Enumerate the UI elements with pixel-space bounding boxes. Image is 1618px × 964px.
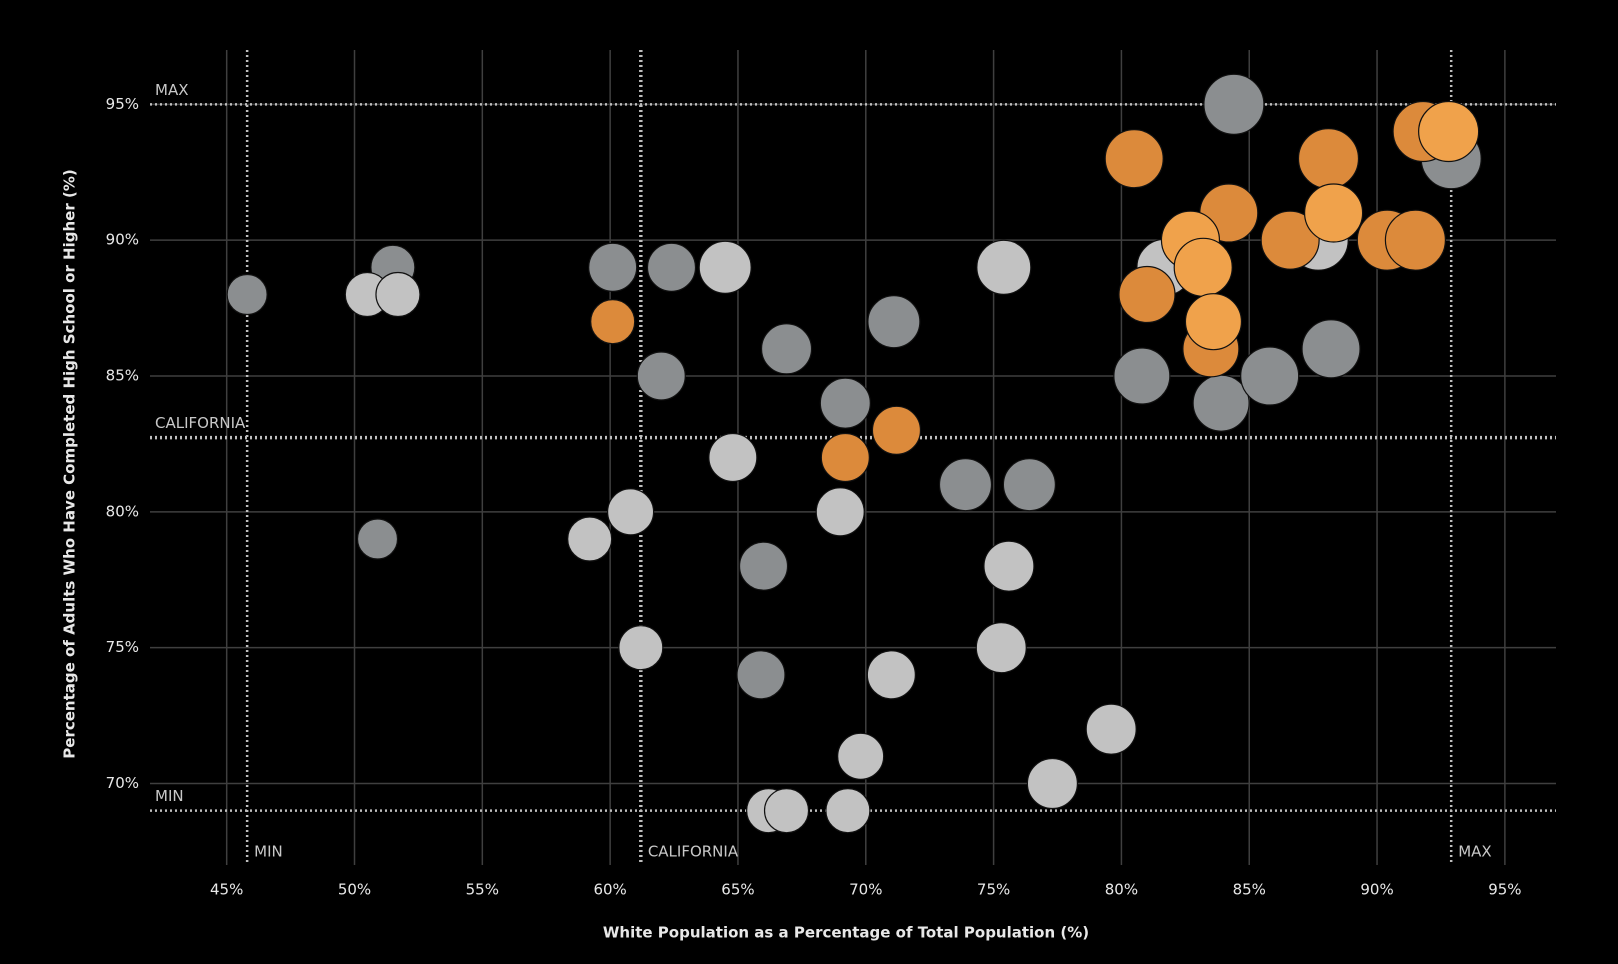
- x-tick-label: 90%: [1360, 881, 1393, 899]
- bubble: [356, 518, 399, 560]
- bubble: [567, 516, 613, 562]
- bubble: [1085, 703, 1137, 755]
- bubble: [819, 377, 871, 429]
- bubble: [738, 541, 789, 591]
- bubble: [588, 242, 638, 292]
- reference-label: CALIFORNIA: [155, 414, 246, 432]
- y-axis-title: Percentage of Adults Who Have Completed …: [61, 169, 79, 758]
- x-tick-label: 55%: [466, 881, 499, 899]
- y-tick-label: 95%: [106, 95, 139, 113]
- x-axis-title: White Population as a Percentage of Tota…: [603, 924, 1089, 942]
- bubble: [636, 351, 686, 401]
- x-tick-label: 85%: [1233, 881, 1266, 899]
- bubble: [1203, 73, 1265, 135]
- x-tick-label: 50%: [338, 881, 371, 899]
- bubble: [1184, 293, 1243, 351]
- bubble: [708, 432, 758, 483]
- bubble: [1192, 374, 1250, 432]
- bubble: [867, 295, 921, 349]
- bubble: [736, 650, 786, 700]
- y-tick-label: 75%: [106, 638, 139, 656]
- bubble: [760, 323, 813, 375]
- x-tick-label: 70%: [849, 881, 882, 899]
- y-tick-label: 90%: [106, 231, 139, 249]
- bubbles: [226, 73, 1482, 834]
- reference-label: CALIFORNIA: [648, 843, 739, 861]
- bubble: [975, 622, 1027, 674]
- bubble: [1173, 237, 1233, 297]
- bubble: [976, 239, 1032, 295]
- bubble: [1113, 347, 1171, 405]
- bubble: [1104, 129, 1164, 189]
- bubble: [763, 788, 810, 834]
- reference-label: MAX: [1458, 843, 1491, 861]
- x-tick-label: 60%: [593, 881, 626, 899]
- x-tick-label: 75%: [977, 881, 1010, 899]
- reference-label: MIN: [155, 787, 184, 805]
- bubble: [698, 240, 752, 294]
- x-tick-label: 80%: [1105, 881, 1138, 899]
- y-tick-label: 85%: [106, 367, 139, 385]
- bubble: [1002, 458, 1056, 512]
- x-tick-label: 45%: [210, 881, 243, 899]
- reference-label: MIN: [254, 843, 283, 861]
- bubble: [606, 488, 655, 536]
- y-tick-label: 80%: [106, 502, 139, 520]
- reference-label: MAX: [155, 81, 188, 99]
- x-tick-label: 65%: [721, 881, 754, 899]
- bubble: [1240, 346, 1300, 406]
- bubble: [938, 458, 993, 512]
- bubble: [1260, 210, 1320, 270]
- bubble: [1303, 183, 1364, 243]
- bubble: [825, 788, 871, 834]
- bubble: [226, 273, 268, 316]
- bubble: [820, 432, 870, 483]
- bubble: [646, 242, 697, 292]
- bubble: [1301, 319, 1361, 379]
- bubble: [375, 271, 421, 318]
- bubble: [1297, 128, 1360, 190]
- bubble: [1418, 100, 1480, 163]
- bubble: [1384, 209, 1447, 271]
- bubble: [590, 299, 636, 345]
- bubble: [837, 732, 885, 780]
- bubble: [871, 405, 922, 455]
- bubble: [815, 487, 865, 537]
- bubble: [983, 540, 1035, 592]
- y-tick-label: 70%: [106, 774, 139, 792]
- bubble: [1026, 757, 1078, 810]
- bubble: [1118, 265, 1176, 324]
- bubble: [618, 625, 664, 671]
- bubble: [866, 650, 916, 700]
- x-tick-label: 95%: [1488, 881, 1521, 899]
